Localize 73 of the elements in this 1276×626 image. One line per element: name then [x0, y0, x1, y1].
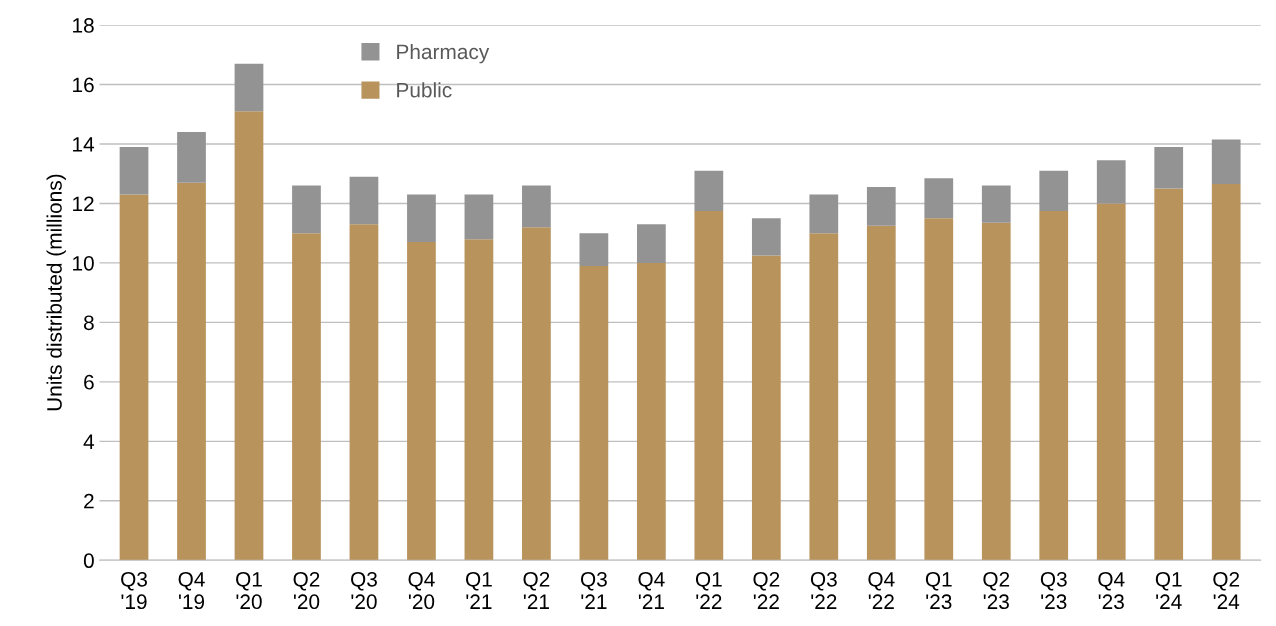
y-axis-title: Units distributed (millions) [46, 174, 66, 411]
bar [1211, 139, 1241, 185]
bar [464, 194, 494, 240]
bar [1096, 203, 1126, 561]
x-tick-label: Q4 '21 [638, 571, 665, 609]
y-tick-label: 10 [73, 255, 94, 271]
x-tick-label: Q3 '19 [121, 571, 147, 610]
bar [1154, 146, 1184, 189]
bar [751, 218, 781, 256]
x-tick-label: Q1 '22 [695, 571, 722, 609]
bar [292, 233, 321, 561]
bar [579, 265, 609, 561]
y-tick-label: 8 [83, 315, 94, 331]
bar [1096, 160, 1126, 204]
y-tick-label: 4 [83, 434, 95, 449]
y-tick-label: 16 [73, 77, 94, 93]
x-tick-label: Q1 '20 [236, 571, 262, 610]
bar [177, 182, 206, 561]
bar [981, 185, 1011, 223]
bar [407, 242, 436, 561]
x-tick-label: Q2 '24 [1213, 571, 1240, 609]
bar [119, 146, 149, 195]
x-tick-label: Q2 '20 [293, 571, 320, 610]
x-tick-label: Q1 '21 [466, 571, 492, 609]
y-tick-label: 18 [73, 18, 94, 33]
bar [809, 194, 839, 234]
bar [694, 170, 724, 211]
bar [866, 225, 896, 561]
bar [522, 227, 551, 561]
x-tick-label: Q3 '23 [1040, 571, 1067, 610]
bar [1039, 210, 1069, 561]
bar [349, 176, 379, 225]
x-tick-label: Q4 '23 [1098, 571, 1125, 610]
bar [924, 218, 954, 561]
x-tick-label: Q4 '19 [178, 571, 205, 610]
x-tick-label: Q2 '23 [983, 571, 1010, 610]
bar [234, 111, 264, 561]
bar [981, 222, 1011, 561]
bar [924, 178, 954, 219]
legend-label: Pharmacy [397, 43, 490, 64]
x-tick-label: Q2 '21 [523, 571, 550, 609]
bar [579, 233, 609, 266]
x-tick-label: Q1 '23 [925, 571, 952, 610]
bar [119, 194, 149, 561]
x-tick-label: Q2 '22 [753, 571, 780, 609]
bar [407, 194, 436, 243]
bar [1211, 184, 1241, 561]
bar [637, 224, 666, 263]
y-tick-label: 6 [84, 374, 94, 390]
x-tick-label: Q3 '22 [810, 571, 837, 609]
x-tick-label: Q4 '20 [408, 571, 435, 610]
bar [349, 224, 379, 561]
bar [177, 132, 206, 183]
bar [866, 187, 896, 226]
bar [751, 255, 781, 561]
y-tick-label: 14 [73, 137, 95, 152]
bar [1039, 170, 1069, 211]
bar [522, 185, 551, 228]
y-tick-label: 0 [83, 553, 94, 569]
bar [1154, 188, 1184, 561]
bar [464, 239, 494, 561]
bar [694, 210, 724, 561]
legend-label: Public [397, 82, 452, 98]
bar [637, 262, 666, 561]
bar [292, 185, 321, 234]
x-tick-label: Q4 '22 [868, 571, 895, 609]
bar [809, 233, 839, 561]
x-tick-label: Q3 '21 [580, 571, 607, 609]
y-tick-label: 2 [84, 493, 94, 509]
x-tick-label: Q3 '20 [351, 571, 377, 610]
y-tick-label: 12 [73, 196, 94, 211]
bar [234, 63, 264, 112]
x-tick-label: Q1 '24 [1155, 571, 1182, 609]
